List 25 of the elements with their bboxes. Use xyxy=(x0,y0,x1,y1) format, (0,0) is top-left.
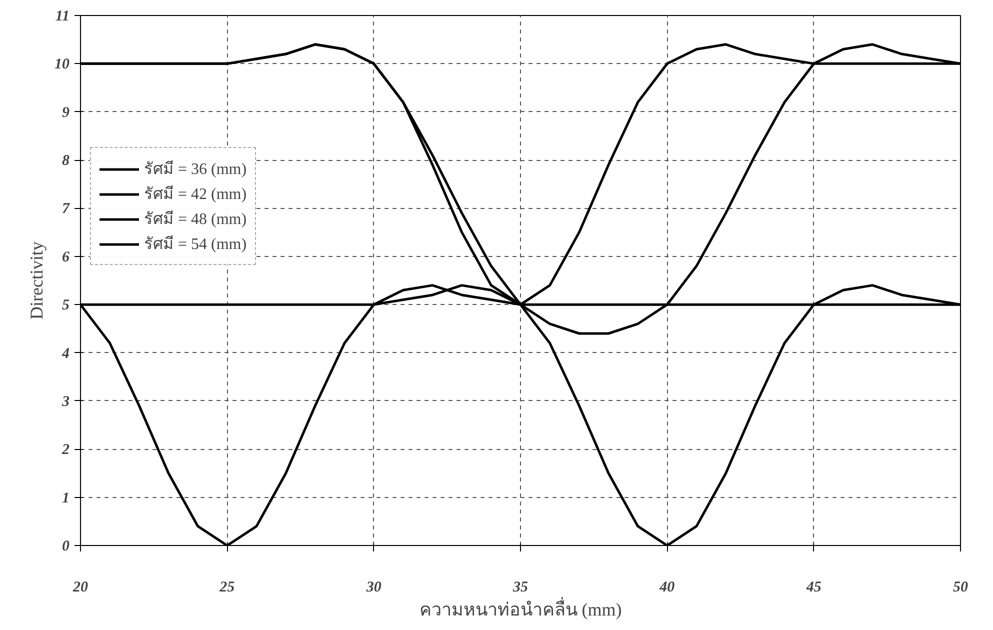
y-tick-label: 8 xyxy=(62,153,70,170)
x-tick-label: 45 xyxy=(805,580,822,596)
y-tick-label: 9 xyxy=(62,104,70,121)
x-tick-label: 50 xyxy=(953,580,968,596)
x-tick-label: 40 xyxy=(658,580,676,596)
y-tick-label: 1 xyxy=(62,490,70,506)
x-tick-label: 20 xyxy=(72,580,88,596)
y-tick-label: 5 xyxy=(62,298,70,314)
y-tick-label: 6 xyxy=(62,249,70,266)
legend-label: รัศมี = 48 (mm) xyxy=(144,209,247,230)
y-tick-label: 4 xyxy=(61,346,70,362)
y-axis-title: Directivity xyxy=(26,242,46,320)
y-tick-label: 10 xyxy=(54,56,70,73)
y-tick-label: 0 xyxy=(62,538,70,554)
x-tick-label: 35 xyxy=(512,580,528,596)
x-axis-title: ความหนาท่อนำคลื่น (mm) xyxy=(419,596,622,620)
legend-label: รัศมี = 54 (mm) xyxy=(144,234,247,255)
legend-label: รัศมี = 42 (mm) xyxy=(144,184,247,205)
x-tick-label: 30 xyxy=(365,580,382,596)
y-tick-label: 2 xyxy=(61,442,70,458)
legend-label: รัศมี = 36 (mm) xyxy=(144,159,247,180)
y-tick-label: 3 xyxy=(61,394,70,410)
x-tick-label: 25 xyxy=(218,580,236,596)
y-tick-label: 11 xyxy=(55,8,70,24)
y-tick-label: 7 xyxy=(62,201,70,218)
